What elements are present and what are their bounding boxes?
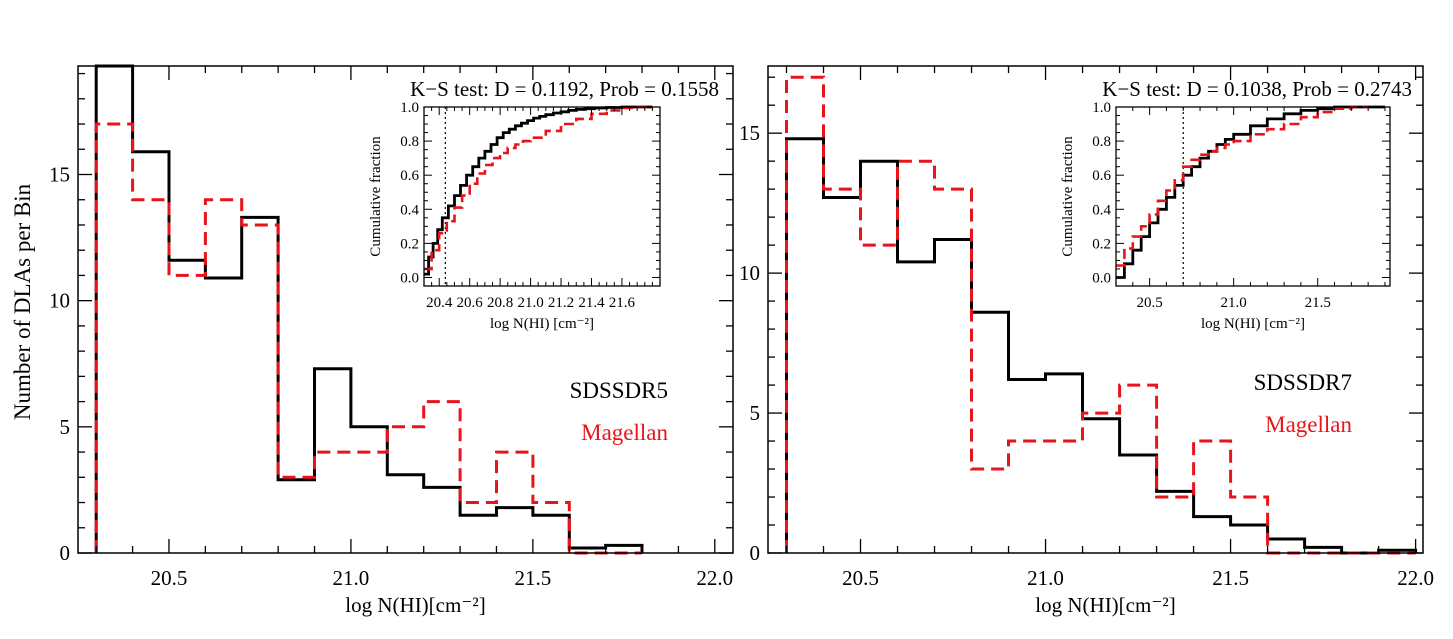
inset-y-tick-label: 0.6 <box>400 168 419 184</box>
inset-cumulative-sdssdr5 <box>424 105 653 276</box>
inset-y-tick-label: 0.2 <box>400 236 419 252</box>
x-tick-label: 20.5 <box>151 566 188 590</box>
inset-x-tick-label: 20.8 <box>487 295 513 311</box>
left-panel: 20.5 21.0 21.5 22.0 0 5 10 15 log N(HI)[cm⁻²] K−S… <box>49 64 734 617</box>
inset-y-tick-label: 0.0 <box>1092 270 1111 286</box>
axes-frame <box>767 65 1424 554</box>
inset-x-tick-label: 21.6 <box>609 295 636 311</box>
inset-cumulative-magellan <box>424 105 653 271</box>
axes-frame <box>77 65 734 554</box>
inset-x-tick-label: 21.5 <box>1305 295 1331 311</box>
y-tick-label: 5 <box>60 415 71 439</box>
inset-y-tick-label: 0.0 <box>400 270 419 286</box>
inset-cumulative-sdssdr7 <box>1116 105 1385 279</box>
x-tick-label: 22.0 <box>696 566 733 590</box>
inset-x-tick-label: 21.2 <box>548 295 574 311</box>
x-tick-label: 21.5 <box>514 566 551 590</box>
inset-x-tick-label: 21.0 <box>1221 295 1247 311</box>
inset-x-tick-label: 21.4 <box>578 295 605 311</box>
x-tick-label: 21.0 <box>1027 566 1064 590</box>
shared-y-axis-label: Number of DLAs per Bin <box>10 183 35 420</box>
inset-plot: 0.00.20.40.60.81.020.4 20.6 20.8 21.0 21.2 21… <box>368 100 661 332</box>
inset-x-tick-label: 21.0 <box>517 295 543 311</box>
y-tick-label: 0 <box>750 541 761 565</box>
inset-frame <box>1115 106 1391 287</box>
ks-test-annotation: K−S test: D = 0.1038, Prob = 0.2743 <box>1102 77 1412 101</box>
inset-x-tick-label: 20.6 <box>457 295 484 311</box>
y-tick-label: 0 <box>60 541 71 565</box>
legend-entry-sdssdr5: SDSSDR5 <box>570 378 668 403</box>
x-tick-label: 21.5 <box>1212 566 1249 590</box>
inset-y-axis-label: Cumulative fraction <box>1060 136 1076 257</box>
inset-y-tick-label: 0.8 <box>1092 134 1111 150</box>
inset-y-tick-label: 0.4 <box>400 202 419 218</box>
inset-x-axis-label: log N(HI) [cm⁻²] <box>1201 316 1305 332</box>
y-tick-label: 15 <box>49 163 70 187</box>
histogram-series-magellan <box>94 122 642 555</box>
inset-x-axis-label: log N(HI) [cm⁻²] <box>490 316 594 332</box>
x-tick-label: 21.0 <box>333 566 370 590</box>
inset-x-tick-label: 20.5 <box>1136 295 1162 311</box>
inset-x-tick-label: 20.4 <box>426 295 453 311</box>
histogram-series-sdssdr7 <box>785 137 1418 555</box>
legend-entry-magellan: Magellan <box>581 420 668 445</box>
inset-cumulative-magellan <box>1116 105 1369 267</box>
histogram-series-sdssdr5 <box>94 64 644 553</box>
inset-y-tick-label: 0.6 <box>1092 168 1111 184</box>
right-panel: 20.5 21.0 21.5 22.0 0 5 10 15 log N(HI)[cm⁻²] K−S… <box>739 65 1434 617</box>
y-tick-label: 15 <box>739 121 760 145</box>
x-tick-label: 20.5 <box>842 566 879 590</box>
inset-frame <box>423 106 661 287</box>
x-axis-label: log N(HI)[cm⁻²] <box>345 593 485 617</box>
legend-entry-sdssdr7: SDSSDR7 <box>1254 370 1352 395</box>
y-tick-label: 10 <box>739 261 760 285</box>
inset-y-axis-label: Cumulative fraction <box>368 136 384 257</box>
inset-y-tick-label: 1.0 <box>1092 100 1111 116</box>
inset-y-tick-label: 1.0 <box>400 100 419 116</box>
histogram-series-magellan <box>785 75 1416 555</box>
y-tick-label: 5 <box>750 401 761 425</box>
ks-test-annotation: K−S test: D = 0.1192, Prob = 0.1558 <box>410 77 719 101</box>
x-tick-label: 22.0 <box>1397 566 1434 590</box>
inset-y-tick-label: 0.4 <box>1092 202 1111 218</box>
legend-entry-magellan: Magellan <box>1265 412 1352 437</box>
x-axis-label: log N(HI)[cm⁻²] <box>1035 593 1175 617</box>
y-tick-label: 10 <box>49 289 70 313</box>
inset-y-tick-label: 0.8 <box>400 134 419 150</box>
inset-y-tick-label: 0.2 <box>1092 236 1111 252</box>
